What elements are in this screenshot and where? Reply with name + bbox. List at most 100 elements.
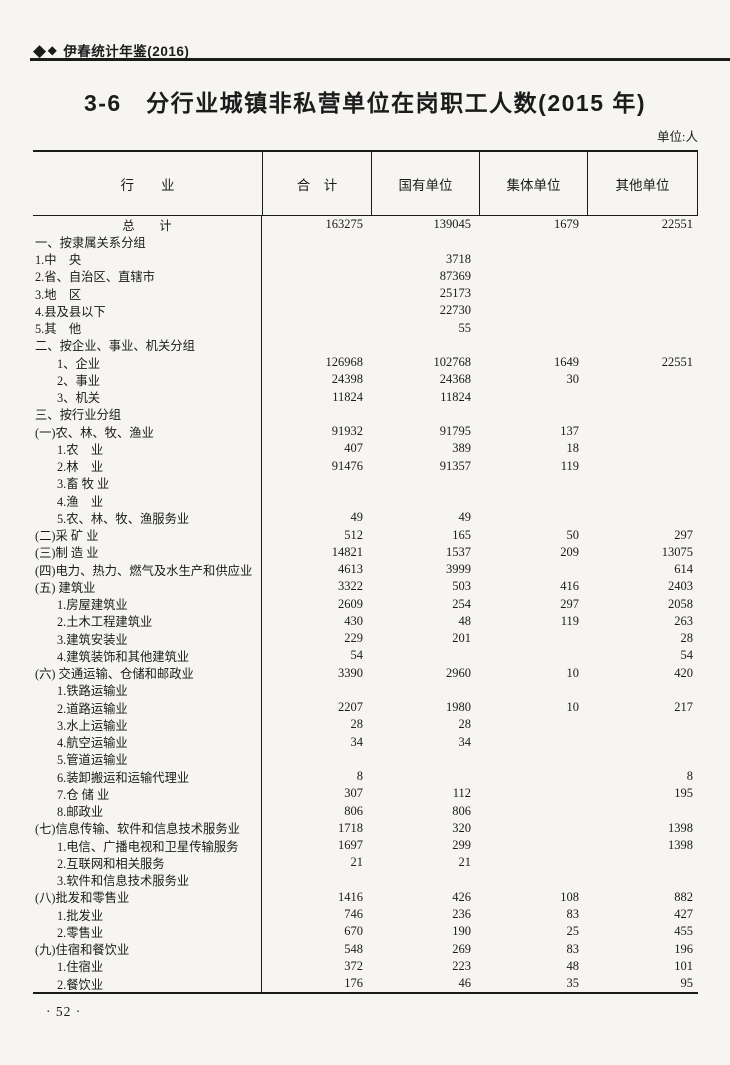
cell-state-owned: 91795 — [439, 424, 471, 439]
table-row: (一)农、林、牧、渔业 91932 91795 137 — [33, 423, 698, 441]
cell-total: 670 — [344, 924, 363, 939]
cell-collective: 108 — [560, 889, 579, 904]
cell-state-owned: 11824 — [440, 389, 471, 404]
page-number: · 52 · — [46, 1004, 82, 1019]
cell-state-owned: 223 — [452, 958, 471, 973]
table-row: 3.水上运输业 28 28 — [33, 716, 698, 734]
row-label: 1.电信、广播电视和卫星传输服务 — [33, 837, 262, 855]
header-cell-state-owned: 国有单位 — [371, 152, 479, 215]
cell-state-owned: 102768 — [433, 355, 472, 370]
table-row: 2.省、自治区、直辖市 87369 — [33, 267, 698, 285]
cell-state-owned: 112 — [452, 786, 471, 801]
row-label: (八)批发和零售业 — [33, 888, 262, 906]
row-label: 二、按企业、事业、机关分组 — [33, 336, 262, 354]
row-label: 6.装卸搬运和运输代理业 — [33, 768, 262, 786]
cell-other: 217 — [674, 700, 693, 715]
row-label: 2、事业 — [33, 371, 262, 389]
cell-total: 91476 — [331, 458, 363, 473]
cell-state-owned: 34 — [458, 734, 472, 749]
cell-total: 28 — [350, 717, 364, 732]
cell-other: 13075 — [661, 544, 693, 559]
table-row: 1.房屋建筑业 2609 254 297 2058 — [33, 595, 698, 613]
table-row: 一、按隶属关系分组 — [33, 233, 698, 251]
table-row: (四)电力、热力、燃气及水生产和供应业 4613 3999 614 — [33, 561, 698, 579]
row-label: 2.林 业 — [33, 457, 262, 475]
cell-other: 28 — [680, 631, 694, 646]
table-row: 1.中 央 3718 — [33, 250, 698, 268]
table-row: 5.管道运输业 — [33, 750, 698, 768]
cell-state-owned: 503 — [452, 579, 471, 594]
cell-state-owned: 190 — [452, 924, 471, 939]
cell-collective: 1679 — [554, 217, 579, 232]
cell-collective: 10 — [566, 665, 580, 680]
cell-total: 176 — [344, 976, 363, 991]
cell-collective: 10 — [566, 700, 580, 715]
row-label: 1.铁路运输业 — [33, 681, 262, 699]
cell-collective: 48 — [566, 958, 580, 973]
cell-state-owned: 806 — [452, 803, 471, 818]
cell-state-owned: 24368 — [439, 372, 471, 387]
cell-state-owned: 139045 — [433, 217, 472, 232]
cell-total: 307 — [344, 786, 363, 801]
table-row: 8.邮政业 806 806 — [33, 802, 698, 820]
cell-total: 91932 — [331, 424, 363, 439]
cell-total: 806 — [344, 803, 363, 818]
row-label: 2.互联网和相关服务 — [33, 854, 262, 872]
cell-total: 1718 — [338, 820, 363, 835]
cell-other: 101 — [674, 958, 693, 973]
cell-other: 455 — [674, 924, 693, 939]
row-label: 1.农 业 — [33, 440, 262, 458]
row-label: (五) 建筑业 — [33, 578, 262, 596]
table-row: 4.航空运输业 34 34 — [33, 733, 698, 751]
cell-total: 8 — [356, 769, 363, 784]
cell-state-owned: 299 — [452, 838, 471, 853]
cell-total: 430 — [344, 613, 363, 628]
cell-other: 263 — [674, 613, 693, 628]
row-label: (七)信息传输、软件和信息技术服务业 — [33, 819, 262, 837]
cell-total: 1697 — [338, 838, 363, 853]
table-row: (二)采 矿 业 512 165 50 297 — [33, 526, 698, 544]
table-row: 总 计 163275 139045 1679 22551 — [33, 216, 698, 234]
cell-state-owned: 320 — [452, 820, 471, 835]
cell-state-owned: 389 — [452, 441, 471, 456]
cell-collective: 18 — [566, 441, 580, 456]
cell-total: 11824 — [332, 389, 363, 404]
cell-other: 2058 — [668, 596, 693, 611]
header-rule — [30, 58, 730, 61]
header-cell-total: 合 计 — [262, 152, 371, 215]
cell-other: 196 — [674, 941, 693, 956]
data-table: 行 业 合 计 国有单位 集体单位 其他单位 总 计 163275 139045 16… — [33, 150, 698, 995]
cell-total: 24398 — [331, 372, 363, 387]
cell-state-owned: 201 — [452, 631, 471, 646]
table-row: 1.铁路运输业 — [33, 681, 698, 699]
header-cell-industry: 行 业 — [120, 177, 175, 193]
unit-label: 单位:人 — [657, 130, 698, 144]
table-body: 总 计 163275 139045 1679 22551 一、按隶属关系分组 1.中 央 37… — [33, 216, 698, 995]
cell-total: 2609 — [338, 596, 363, 611]
row-label: 2.道路运输业 — [33, 699, 262, 717]
row-label: 1.住宿业 — [33, 957, 262, 975]
cell-total: 2207 — [338, 700, 363, 715]
cell-state-owned: 1980 — [446, 700, 471, 715]
cell-state-owned: 21 — [458, 855, 472, 870]
cell-state-owned: 3718 — [446, 251, 471, 266]
table-row: (五) 建筑业 3322 503 416 2403 — [33, 578, 698, 596]
table-row: 3.软件和信息技术服务业 — [33, 871, 698, 889]
cell-state-owned: 48 — [458, 613, 472, 628]
table-row: 2、事业 24398 24368 30 — [33, 371, 698, 389]
row-label: (四)电力、热力、燃气及水生产和供应业 — [33, 561, 262, 579]
row-label: (三)制 造 业 — [33, 543, 262, 561]
cell-state-owned: 28 — [458, 717, 472, 732]
row-label: 3.水上运输业 — [33, 716, 262, 734]
row-label: 4.渔 业 — [33, 492, 262, 510]
row-label: 2.省、自治区、直辖市 — [33, 267, 262, 285]
row-label: (九)住宿和餐饮业 — [33, 940, 262, 958]
cell-collective: 25 — [566, 924, 580, 939]
cell-collective: 83 — [566, 941, 580, 956]
cell-other: 427 — [674, 907, 693, 922]
cell-collective: 119 — [560, 458, 579, 473]
cell-other: 2403 — [668, 579, 693, 594]
table-row: 二、按企业、事业、机关分组 — [33, 336, 698, 354]
row-label: 7.仓 储 业 — [33, 785, 262, 803]
cell-total: 49 — [350, 510, 364, 525]
